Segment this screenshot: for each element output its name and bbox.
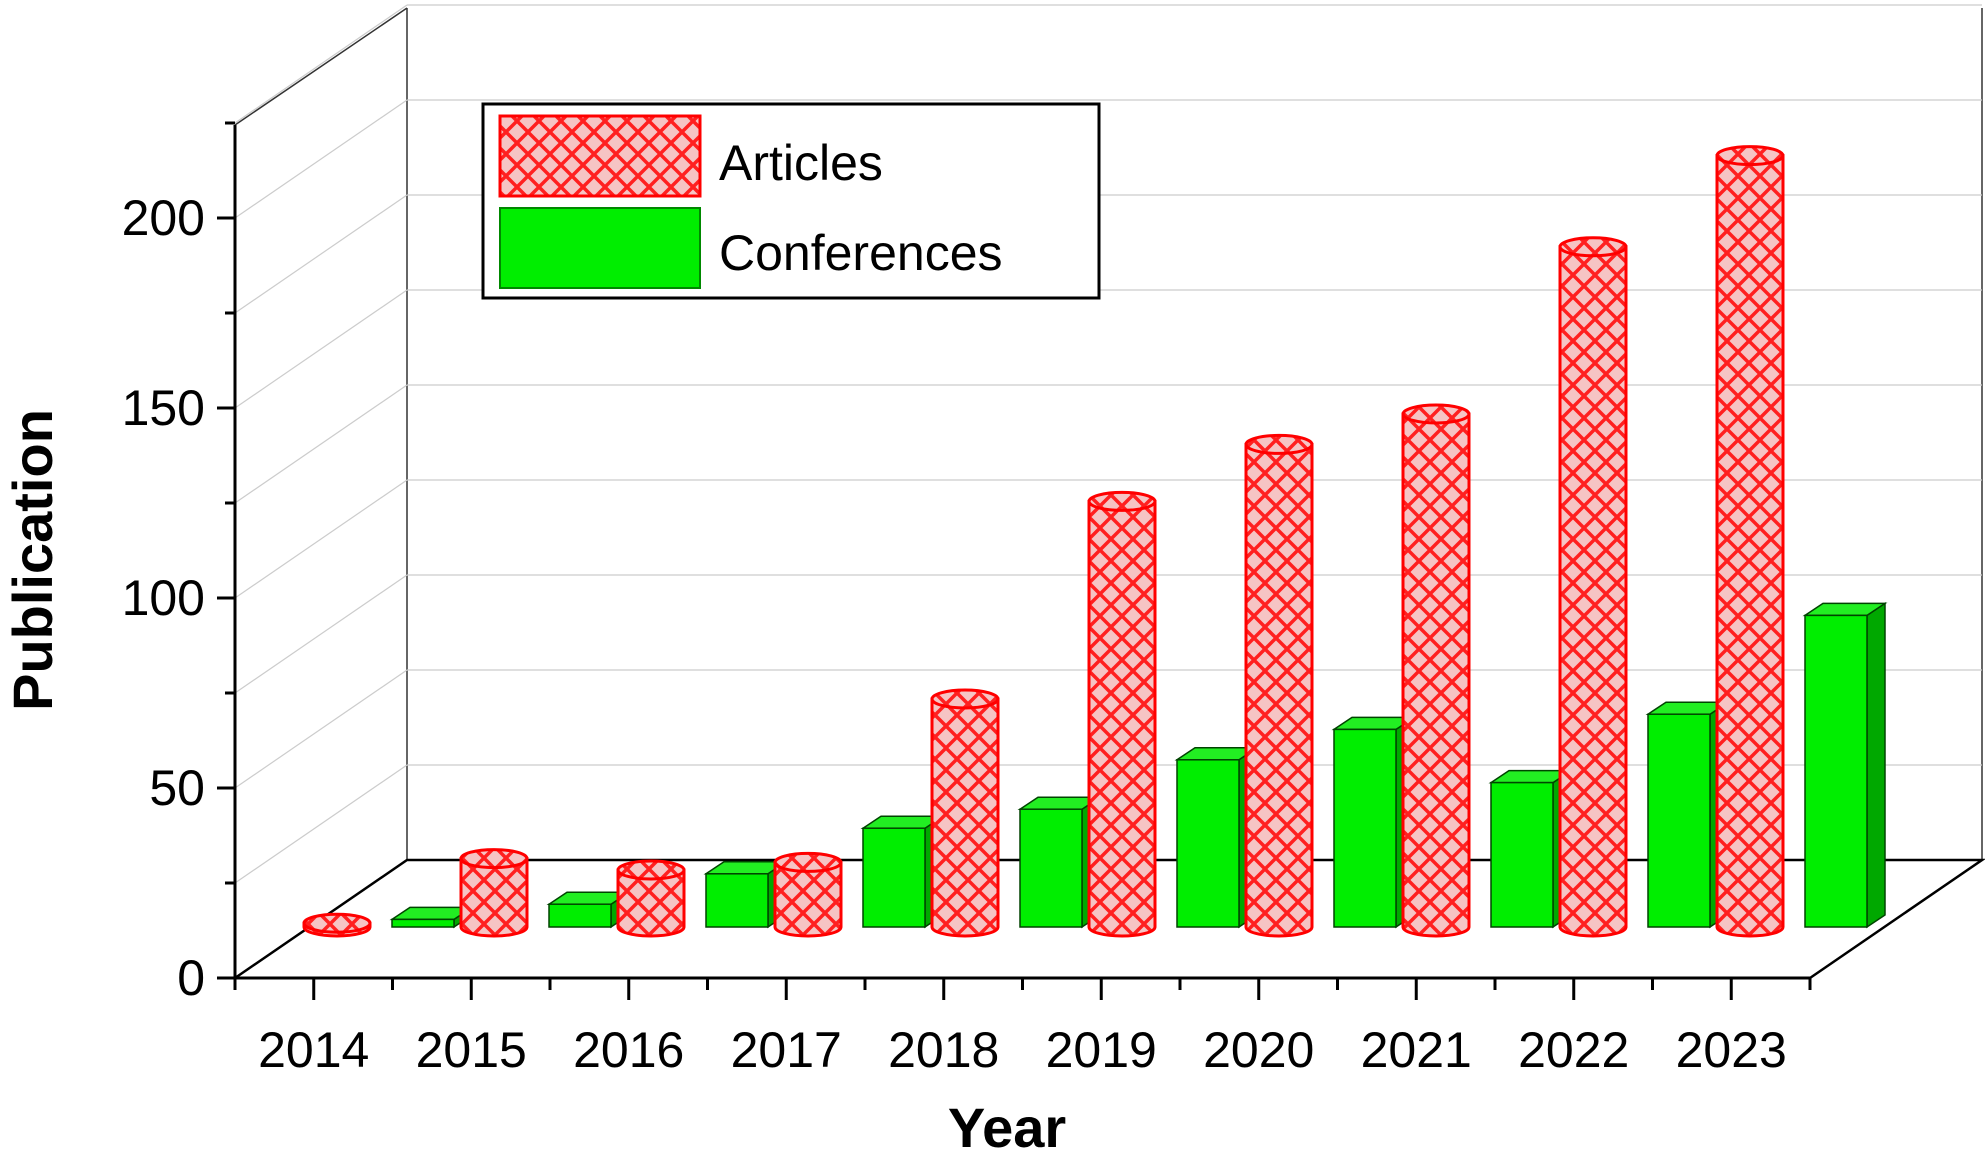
bar-articles — [1401, 403, 1471, 938]
y-tick-label: 150 — [122, 380, 205, 436]
y-tick-label: 50 — [149, 760, 205, 816]
bar-articles-top — [459, 848, 529, 870]
x-tick-label: 2023 — [1676, 1022, 1787, 1078]
x-tick-label: 2016 — [573, 1022, 684, 1078]
bar-articles — [1087, 490, 1157, 938]
x-tick-label: 2018 — [888, 1022, 999, 1078]
bar-articles — [930, 688, 1000, 938]
bar-conferences-front — [1804, 614, 1868, 928]
bar-conferences-front — [1647, 713, 1711, 928]
gridline-side — [234, 194, 408, 314]
bar-articles — [1715, 145, 1785, 938]
x-tick-label: 2021 — [1361, 1022, 1472, 1078]
bar-articles-body — [1087, 499, 1157, 938]
bar-articles-top — [1715, 145, 1785, 167]
bar-conferences-front — [1333, 728, 1397, 928]
y-tick-label: 200 — [122, 190, 205, 246]
bar-conferences-front — [1176, 759, 1240, 928]
x-tick-label: 2019 — [1046, 1022, 1157, 1078]
bar-articles — [459, 848, 529, 938]
legend-swatch-articles — [498, 114, 702, 198]
bar-articles-top — [616, 859, 686, 881]
gridline-side — [234, 289, 408, 409]
y-tick-label: 100 — [122, 570, 205, 626]
back-wall-edges — [406, 8, 1983, 860]
bar-articles — [302, 912, 372, 938]
bar-conferences-front — [391, 918, 455, 928]
bar-conferences — [1802, 601, 1888, 929]
bar-conferences-front — [705, 873, 769, 928]
x-tick-label: 2017 — [731, 1022, 842, 1078]
bar-articles-top — [1401, 403, 1471, 425]
bar-articles — [616, 859, 686, 938]
bar-conferences-front — [862, 827, 926, 928]
bar-articles-body — [1558, 245, 1628, 938]
gridline-side — [234, 384, 408, 504]
legend-swatch-conferences — [499, 207, 701, 289]
bar-conferences-front — [1490, 781, 1554, 928]
bars — [302, 145, 1888, 938]
gridline-side — [234, 669, 408, 789]
bar-articles-top — [1244, 433, 1314, 455]
side-wall-top-edge — [234, 7, 408, 126]
gridline-side — [234, 4, 408, 124]
bar-articles-top — [930, 688, 1000, 710]
legend: Articles Conferences — [481, 102, 1101, 300]
bar-articles-body — [459, 857, 529, 938]
bar-conferences — [1017, 795, 1103, 929]
x-tick-label: 2022 — [1518, 1022, 1629, 1078]
bar-conferences — [1645, 700, 1731, 929]
bar-conferences-front — [548, 903, 612, 928]
bar-articles-body — [1401, 412, 1471, 938]
bar-conferences — [1488, 769, 1574, 929]
y-tick-label: 0 — [177, 950, 205, 1006]
x-tick-label: 2014 — [258, 1022, 369, 1078]
bar-articles-body — [1715, 154, 1785, 938]
gridline-side — [234, 574, 408, 694]
y-axis-title: Publication — [1, 409, 64, 711]
x-tick-label: 2020 — [1203, 1022, 1314, 1078]
y-axis: 0 50 100 150 200 — [122, 121, 237, 1006]
bar-articles-body — [930, 697, 1000, 938]
x-axis: 2014 2015 2016 2017 2018 2019 2020 2021 2022 2023 — [233, 976, 1812, 1078]
x-tick-label: 2015 — [416, 1022, 527, 1078]
bar-articles — [1244, 433, 1314, 938]
bar-articles — [1558, 236, 1628, 938]
bar-articles-body — [616, 868, 686, 938]
legend-label-conferences: Conferences — [719, 225, 1003, 281]
gridline-side — [234, 764, 408, 884]
bar-articles-body — [773, 860, 843, 938]
legend-label-articles: Articles — [719, 135, 883, 191]
x-axis-title: Year — [948, 1096, 1066, 1159]
bar-conferences-side — [1866, 601, 1886, 929]
bar-articles-top — [773, 851, 843, 873]
gridline-side — [234, 99, 408, 219]
gridline-side — [234, 479, 408, 599]
bar-articles-top — [302, 912, 372, 934]
bar-articles-top — [1558, 236, 1628, 258]
bar-articles-body — [1244, 442, 1314, 938]
bar-articles-top — [1087, 490, 1157, 512]
bar-articles — [773, 851, 843, 938]
bar-conferences-front — [1019, 808, 1083, 928]
